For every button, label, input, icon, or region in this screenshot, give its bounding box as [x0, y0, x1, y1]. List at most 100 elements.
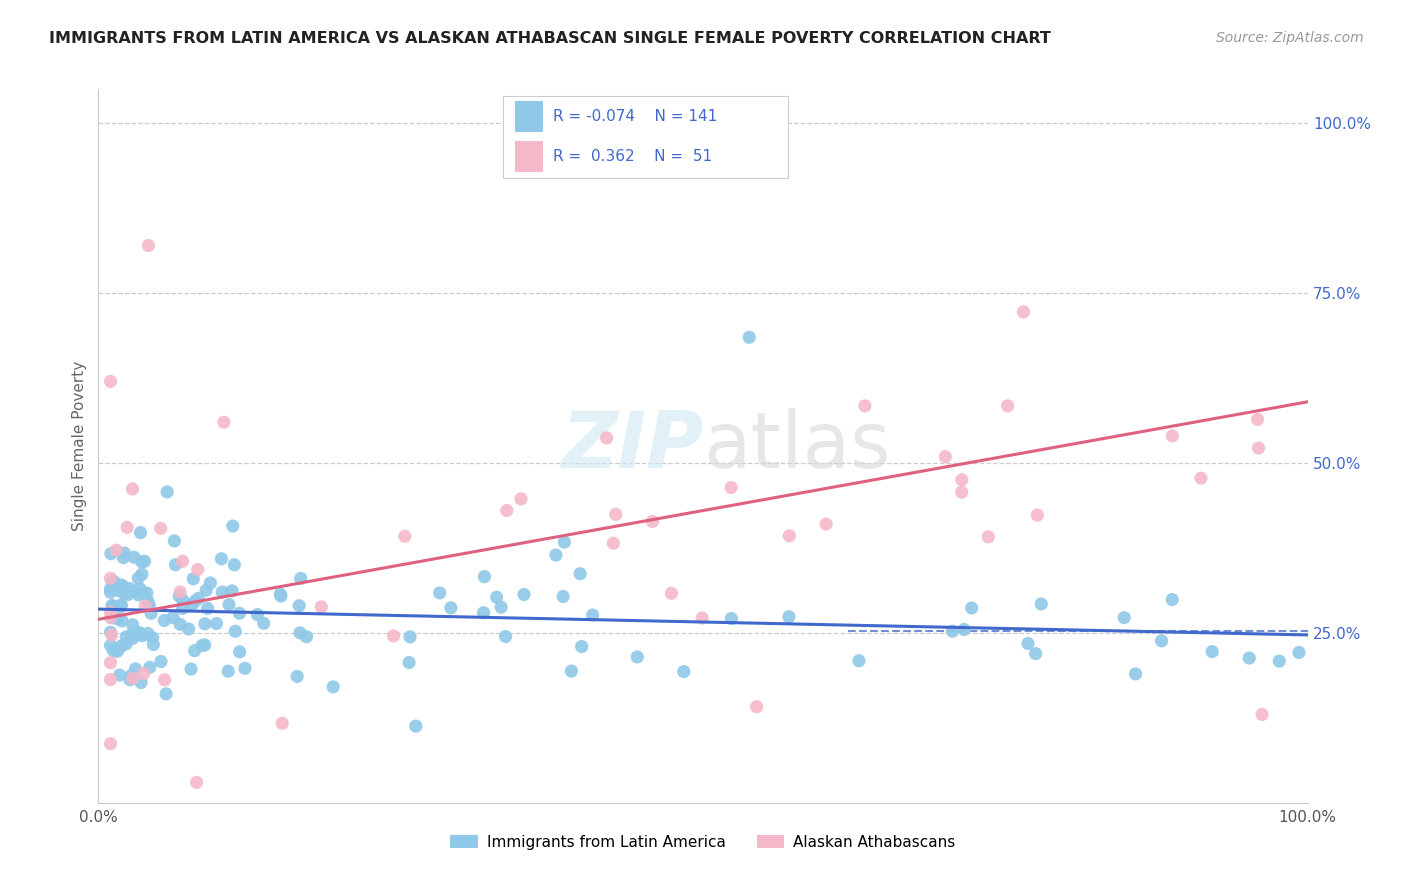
Point [115, 630, 138, 644]
Point [399, 630, 422, 644]
Point [1114, 610, 1136, 624]
Point [560, 664, 582, 678]
Point [641, 515, 664, 529]
Point [128, 588, 150, 602]
Point [853, 399, 876, 413]
Point [582, 607, 605, 622]
Point [169, 617, 191, 632]
Point [672, 665, 695, 679]
Point [246, 607, 269, 622]
Point [128, 625, 150, 640]
Point [571, 640, 593, 654]
Point [1239, 651, 1261, 665]
Point [221, 583, 243, 598]
Point [1251, 707, 1274, 722]
Point [127, 571, 149, 585]
Point [172, 601, 194, 615]
Point [103, 599, 125, 614]
Point [115, 520, 138, 534]
Point [738, 330, 761, 344]
Point [1246, 412, 1268, 426]
Point [105, 543, 128, 558]
Point [778, 529, 800, 543]
Point [100, 606, 122, 620]
Point [117, 587, 139, 601]
Point [217, 664, 239, 678]
Point [941, 624, 963, 639]
Point [602, 536, 624, 550]
Point [153, 673, 176, 687]
Point [311, 599, 333, 614]
Text: IMMIGRANTS FROM LATIN AMERICA VS ALASKAN ATHABASCAN SINGLE FEMALE POVERTY CORREL: IMMIGRANTS FROM LATIN AMERICA VS ALASKAN… [49, 31, 1052, 46]
Point [322, 680, 344, 694]
Point [131, 567, 153, 582]
Point [136, 626, 159, 640]
Point [100, 737, 122, 751]
Point [100, 628, 122, 642]
Point [129, 525, 152, 540]
Point [129, 675, 152, 690]
Point [132, 666, 155, 681]
Point [177, 622, 200, 636]
Point [205, 616, 228, 631]
Point [139, 660, 162, 674]
Point [382, 629, 405, 643]
Point [163, 533, 186, 548]
Point [181, 572, 204, 586]
Point [745, 699, 768, 714]
Point [121, 482, 143, 496]
Point [183, 643, 205, 657]
Point [107, 644, 129, 658]
Point [187, 591, 209, 606]
Point [398, 656, 420, 670]
Point [224, 558, 246, 572]
Point [405, 719, 427, 733]
Point [495, 630, 517, 644]
Point [110, 578, 132, 592]
Point [720, 481, 742, 495]
Point [553, 535, 575, 549]
Point [100, 375, 122, 389]
Point [211, 551, 233, 566]
Point [184, 594, 207, 608]
Point [131, 555, 153, 569]
Point [100, 625, 122, 640]
Point [815, 517, 838, 532]
Point [288, 599, 311, 613]
Point [110, 599, 132, 614]
Point [269, 587, 291, 601]
Point [134, 554, 156, 568]
Point [167, 589, 190, 603]
Point [138, 599, 160, 613]
Point [1125, 667, 1147, 681]
Point [228, 645, 250, 659]
Point [101, 599, 124, 613]
Point [128, 582, 150, 596]
Point [110, 639, 132, 653]
Point [103, 643, 125, 657]
Point [100, 656, 122, 670]
Point [224, 624, 246, 639]
Point [135, 586, 157, 600]
Point [187, 563, 209, 577]
Point [1161, 592, 1184, 607]
Point [253, 616, 276, 631]
Point [290, 571, 312, 585]
Point [132, 587, 155, 601]
Point [661, 586, 683, 600]
Point [200, 576, 222, 591]
Point [112, 550, 135, 565]
Point [1288, 645, 1310, 659]
Point [108, 583, 131, 598]
Point [474, 569, 496, 583]
Point [172, 592, 194, 607]
Point [1012, 305, 1035, 319]
Point [1201, 645, 1223, 659]
Point [1161, 429, 1184, 443]
Point [142, 631, 165, 645]
Point [100, 611, 122, 625]
Point [121, 627, 143, 641]
Text: ZIP: ZIP [561, 408, 703, 484]
Point [485, 591, 508, 605]
Point [626, 649, 648, 664]
